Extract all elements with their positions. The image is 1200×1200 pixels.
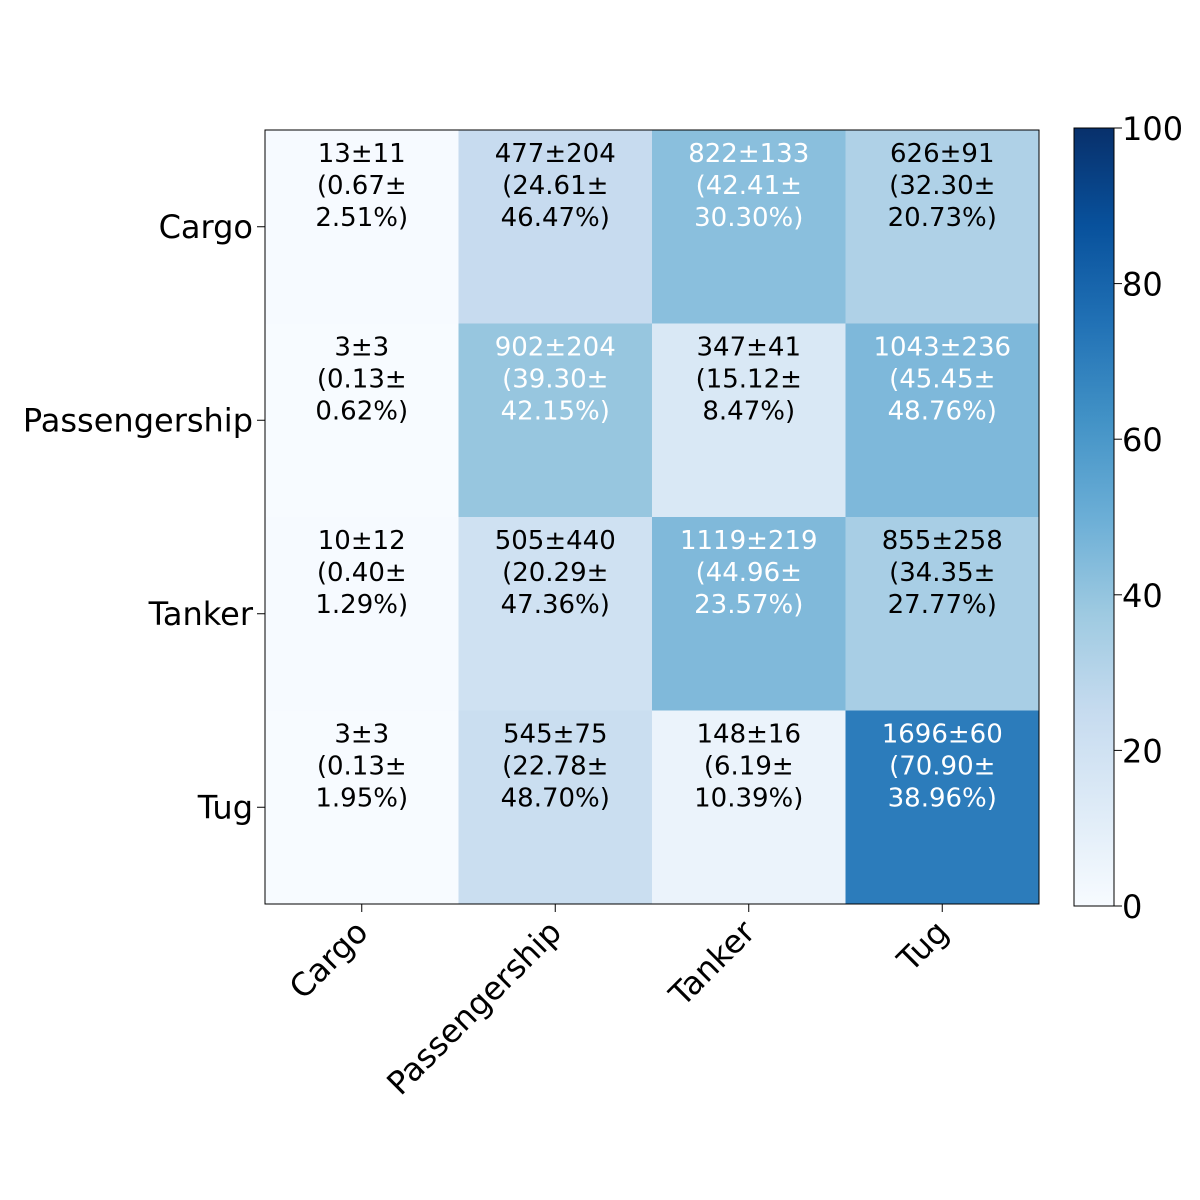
plot-frame	[264, 129, 1040, 905]
cell-label-line: 46.47%)	[501, 203, 610, 233]
y-tick-label: Tanker	[148, 595, 254, 633]
cell-label-line: (39.30±	[502, 365, 608, 395]
cell-label-line: (0.13±	[317, 365, 407, 395]
cell-label-line: (34.35±	[889, 558, 995, 588]
x-tick-label: Cargo	[282, 913, 376, 1007]
cell-label-line: (15.12±	[696, 365, 802, 395]
cell-label-line: 902±204	[495, 333, 616, 363]
x-tick-label: Tug	[889, 913, 956, 980]
y-tick-label: Passengership	[23, 401, 253, 439]
heatmap-cell	[458, 710, 653, 905]
colorbar: 0 20 40 60 80 100	[1073, 110, 1183, 926]
cell-label-line: 30.30%)	[694, 203, 803, 233]
heatmap-cell	[652, 323, 846, 518]
colorbar-tick-label: 60	[1122, 421, 1163, 459]
cell-label-line: 1119±219	[680, 526, 818, 556]
heatmap-cell-labels: 13±11(0.67±2.51%) 477±204(24.61±46.47%) 82…	[315, 139, 1011, 814]
cell-label-line: (6.19±	[704, 752, 794, 782]
cell-label-line: (20.29±	[502, 558, 608, 588]
cell-label-line: (24.61±	[502, 171, 608, 201]
y-tick-label: Tug	[197, 788, 253, 826]
cell-label-line: 10.39%)	[694, 784, 803, 814]
x-tick-label: Tanker	[661, 912, 763, 1014]
heatmap-cell	[845, 130, 1040, 324]
heatmap-cell	[265, 323, 459, 518]
colorbar-tick-label: 80	[1122, 266, 1163, 304]
cell-label-line: 47.36%)	[501, 590, 610, 620]
cell-label-line: 20.73%)	[888, 203, 997, 233]
colorbar-tick-label: 100	[1122, 110, 1183, 148]
cell-label-line: 477±204	[495, 139, 616, 169]
cell-label-line: 48.76%)	[888, 397, 997, 427]
heatmap-cell	[652, 517, 846, 711]
cell-label-line: (0.13±	[317, 752, 407, 782]
y-axis: Cargo Passengership Tanker Tug	[23, 208, 265, 826]
cell-label-line: 855±258	[882, 526, 1003, 556]
cell-label-line: 347±41	[697, 333, 802, 363]
x-axis: Cargo Passengership Tanker Tug	[282, 904, 956, 1102]
cell-label-line: (0.40±	[317, 558, 407, 588]
cell-label-line: 545±75	[503, 720, 608, 750]
cell-label-line: (32.30±	[889, 171, 995, 201]
heatmap-cell	[265, 130, 459, 324]
cell-label-line: 1.95%)	[315, 784, 408, 814]
cell-label-line: 148±16	[697, 720, 802, 750]
cell-label-line: 505±440	[495, 526, 616, 556]
heatmap-cell	[265, 517, 459, 711]
cell-label-line: 3±3	[334, 720, 389, 750]
colorbar-tick-label: 0	[1122, 888, 1142, 926]
cell-label-line: 13±11	[318, 139, 406, 169]
cell-label-line: (70.90±	[889, 752, 995, 782]
cell-label-line: 626±91	[890, 139, 995, 169]
cell-label-line: 1.29%)	[315, 590, 408, 620]
heatmap-cells	[265, 130, 1040, 905]
cell-label-line: 42.15%)	[501, 397, 610, 427]
heatmap-cell	[845, 517, 1040, 711]
cell-label-line: 23.57%)	[694, 590, 803, 620]
heatmap-cell	[845, 323, 1040, 518]
cell-label-line: 822±133	[688, 139, 809, 169]
cell-label-line: 27.77%)	[888, 590, 997, 620]
heatmap-cell	[458, 517, 653, 711]
cell-label-line: 2.51%)	[315, 203, 408, 233]
cell-label-line: 0.62%)	[315, 397, 408, 427]
cell-label-line: 10±12	[318, 526, 406, 556]
cell-label-line: (22.78±	[502, 752, 608, 782]
colorbar-gradient	[1073, 127, 1115, 907]
cell-label-line: (0.67±	[317, 171, 407, 201]
heatmap-cell	[458, 130, 653, 324]
heatmap-cell	[265, 710, 459, 905]
cell-label-line: (42.41±	[696, 171, 802, 201]
cell-label-line: 38.96%)	[888, 784, 997, 814]
cell-label-line: 48.70%)	[501, 784, 610, 814]
x-tick-label: Passengership	[379, 913, 569, 1103]
cell-label-line: (45.45±	[889, 365, 995, 395]
y-tick-label: Cargo	[159, 208, 253, 246]
cell-label-line: 1696±60	[882, 720, 1003, 750]
heatmap-cell	[458, 323, 653, 518]
cell-label-line: 3±3	[334, 333, 389, 363]
cell-label-line: (44.96±	[696, 558, 802, 588]
cell-label-line: 1043±236	[873, 333, 1011, 363]
colorbar-tick-label: 20	[1122, 732, 1163, 770]
colorbar-ticks: 0 20 40 60 80 100	[1114, 110, 1183, 926]
colorbar-tick-label: 40	[1122, 577, 1163, 615]
heatmap-cell	[652, 710, 846, 905]
cell-label-line: 8.47%)	[702, 397, 795, 427]
heatmap-cell	[845, 710, 1040, 905]
heatmap-cell	[652, 130, 846, 324]
